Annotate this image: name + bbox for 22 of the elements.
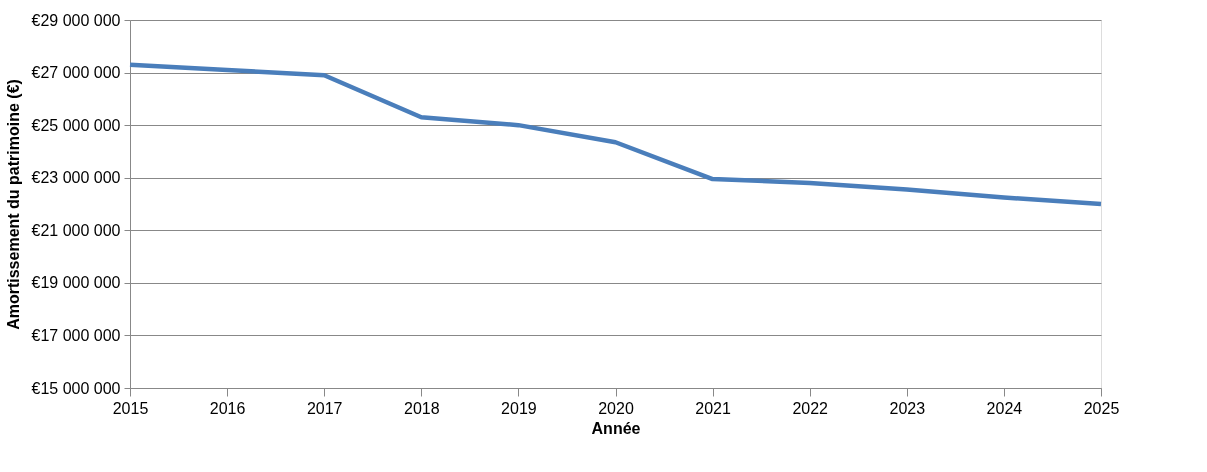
x-tick-label: 2019 <box>501 399 537 417</box>
y-tick-label: €23 000 000 <box>31 169 121 187</box>
y-tick-label: €29 000 000 <box>31 11 121 29</box>
x-tick-label: 2022 <box>792 399 829 417</box>
y-tick-label: €27 000 000 <box>31 64 121 82</box>
y-tick-label: €21 000 000 <box>31 221 121 239</box>
x-tick-label: 2016 <box>209 399 246 417</box>
y-tick-label: €17 000 000 <box>31 326 121 344</box>
x-tick-label: 2023 <box>889 399 926 417</box>
x-tick-label: 2015 <box>112 399 149 417</box>
x-tick-label: 2017 <box>306 399 343 417</box>
x-tick-label: 2020 <box>598 399 634 417</box>
y-tick-label: €19 000 000 <box>31 274 121 292</box>
x-tick-label: 2018 <box>404 399 440 417</box>
y-tick-label: €25 000 000 <box>31 116 121 134</box>
x-tick-label: 2021 <box>695 399 731 417</box>
x-axis-title: Année <box>591 419 641 437</box>
x-tick-label: 2024 <box>986 399 1023 417</box>
line-series <box>127 62 1104 207</box>
y-tick-label: €15 000 000 <box>31 379 121 397</box>
x-tick-label: 2025 <box>1083 399 1120 417</box>
y-axis-title: Amortissement du patrimoine (€) <box>4 79 22 330</box>
